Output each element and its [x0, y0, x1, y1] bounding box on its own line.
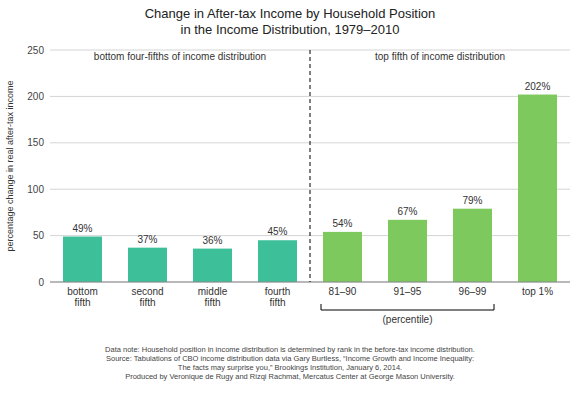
bar	[388, 220, 427, 282]
data-label: 49%	[72, 223, 92, 234]
bracket	[321, 304, 494, 310]
bar	[258, 240, 297, 282]
data-label: 202%	[525, 81, 551, 92]
y-tick-label: 250	[27, 45, 44, 56]
bar	[323, 232, 362, 282]
bar	[193, 249, 232, 282]
y-tick-label: 150	[27, 137, 44, 148]
y-axis-label: percentage change in real after-tax inco…	[5, 80, 15, 251]
x-tick-label: 96–99	[459, 286, 487, 297]
data-label: 37%	[137, 234, 157, 245]
section-label: bottom four-fifths of income distributio…	[94, 51, 266, 62]
footnote: Data note: Household position in income …	[105, 345, 475, 381]
bar	[63, 237, 102, 282]
x-tick-label: top 1%	[522, 286, 553, 297]
data-label: 54%	[332, 218, 352, 229]
grid-line	[50, 189, 570, 190]
divider	[310, 50, 311, 282]
title: Change in After-tax Income by Household …	[145, 6, 436, 37]
y-tick-label: 0	[38, 277, 44, 288]
x-tick-label: fourthfifth	[265, 286, 291, 308]
y-tick-label: 200	[27, 91, 44, 102]
data-label: 36%	[202, 235, 222, 246]
x-tick-label: 91–95	[394, 286, 422, 297]
y-tick-label: 50	[33, 230, 45, 241]
data-label: 79%	[462, 195, 482, 206]
x-tick-label: secondfifth	[131, 286, 163, 308]
data-label: 45%	[267, 226, 287, 237]
bar	[518, 95, 557, 282]
x-tick-label: bottomfifth	[67, 286, 98, 308]
y-tick-label: 100	[27, 184, 44, 195]
x-tick-label: middlefifth	[198, 286, 228, 308]
section-label: top fifth of income distribution	[375, 51, 505, 62]
x-tick-label: 81–90	[329, 286, 357, 297]
chart: Change in After-tax Income by Household …	[0, 0, 580, 394]
bracket-label: (percentile)	[382, 314, 432, 325]
bar	[128, 248, 167, 282]
bar	[453, 209, 492, 282]
data-label: 67%	[397, 206, 417, 217]
grid-line	[50, 96, 570, 97]
